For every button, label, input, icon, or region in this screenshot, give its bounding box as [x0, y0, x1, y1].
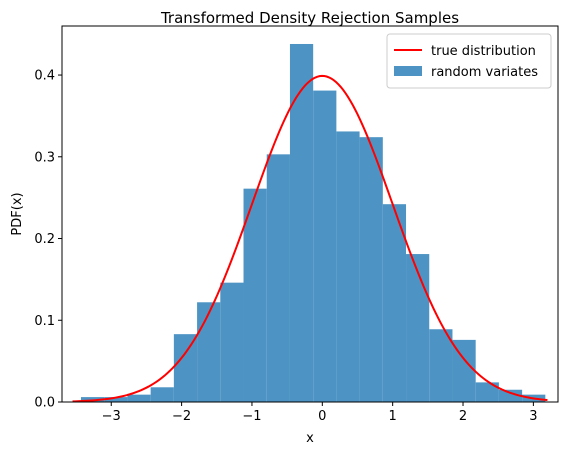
histogram-bar: [127, 394, 151, 402]
y-tick-label: 0.2: [34, 232, 55, 247]
histogram-bar: [150, 387, 174, 402]
histogram-bar: [452, 339, 476, 402]
histogram-bar: [429, 329, 453, 402]
legend-box: [386, 33, 552, 89]
x-tick-label: −2: [172, 409, 191, 424]
legend-label-random-variates: random variates: [431, 65, 538, 80]
y-tick-label: 0.4: [34, 69, 55, 84]
histogram-bar: [313, 90, 337, 402]
histogram-bar: [359, 137, 383, 402]
chart-title: Transformed Density Rejection Samples: [160, 9, 459, 27]
histogram-bar: [220, 282, 244, 402]
y-tick-label: 0.1: [34, 314, 55, 329]
histogram-bar: [406, 254, 430, 402]
y-tick-label: 0.3: [34, 150, 55, 165]
x-tick-label: 3: [529, 409, 537, 424]
true-distribution-line: [72, 74, 548, 403]
y-axis-label: PDF(x): [10, 192, 25, 235]
x-tick-label: 1: [389, 409, 397, 424]
y-tick-label: 0.0: [34, 396, 55, 411]
histogram-bar: [266, 154, 290, 402]
histogram-bar: [336, 131, 360, 402]
x-tick-label: −3: [102, 409, 121, 424]
y-axis-ticks: 0.0 0.1 0.2 0.3 0.4: [34, 69, 62, 411]
histogram-bar: [104, 397, 128, 402]
histogram-bar: [475, 382, 499, 402]
histogram-bar: [243, 188, 267, 402]
x-axis-ticks: −3 −2 −1 0 1 2 3: [102, 402, 538, 424]
legend-bar-swatch: [394, 66, 422, 76]
plot-area-frame: [61, 25, 559, 403]
x-tick-label: 0: [318, 409, 326, 424]
x-tick-label: 2: [459, 409, 467, 424]
histogram-bar: [289, 43, 314, 403]
histogram-bar: [197, 302, 221, 402]
histogram-bar: [382, 204, 407, 402]
x-tick-label: −1: [242, 409, 261, 424]
legend-label-true-distribution: true distribution: [431, 44, 536, 59]
x-axis-label: x: [306, 431, 314, 446]
histogram-bar: [173, 334, 198, 402]
histogram-bar: [498, 389, 523, 402]
legend: true distribution random variates: [386, 33, 552, 89]
histogram-bars: [80, 43, 546, 403]
